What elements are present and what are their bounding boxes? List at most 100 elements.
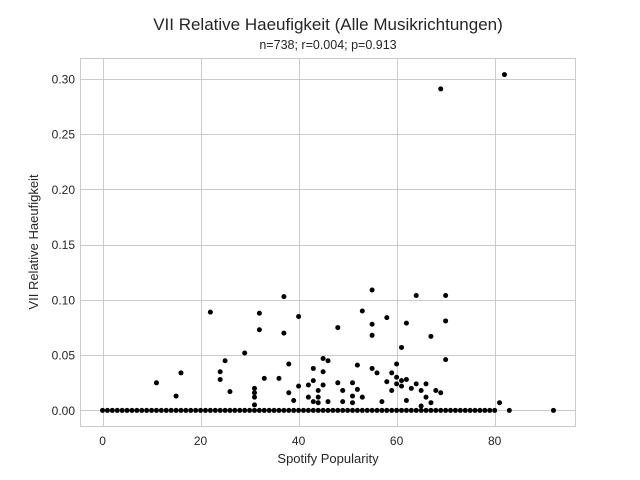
data-point <box>399 344 405 350</box>
data-point <box>330 407 336 413</box>
data-point <box>296 407 302 413</box>
data-point <box>403 397 409 403</box>
data-point <box>217 407 223 413</box>
data-point <box>256 310 262 316</box>
data-point <box>423 407 429 413</box>
data-points <box>100 72 556 413</box>
chart-subtitle: n=738; r=0.004; p=0.913 <box>259 38 396 52</box>
x-tick-label: 40 <box>292 434 306 448</box>
data-point <box>428 407 434 413</box>
data-point <box>320 407 326 413</box>
data-point <box>261 375 267 381</box>
data-point <box>325 358 331 364</box>
data-point <box>335 325 341 331</box>
data-point <box>487 407 493 413</box>
y-tick-label: 0.25 <box>52 128 76 142</box>
data-point <box>291 407 297 413</box>
data-point <box>315 394 321 400</box>
data-point <box>467 407 473 413</box>
data-point <box>350 380 356 386</box>
data-point <box>266 407 272 413</box>
data-point <box>286 407 292 413</box>
data-point <box>178 407 184 413</box>
data-point <box>193 407 199 413</box>
data-point <box>276 407 282 413</box>
data-point <box>364 407 370 413</box>
data-point <box>354 407 360 413</box>
data-point <box>418 403 424 409</box>
data-point <box>281 330 287 336</box>
data-point <box>359 407 365 413</box>
data-point <box>369 287 375 293</box>
data-point <box>384 315 390 321</box>
data-point <box>448 407 454 413</box>
data-point <box>291 397 297 403</box>
data-point <box>497 400 503 406</box>
data-point <box>100 407 106 413</box>
data-point <box>506 407 512 413</box>
data-point <box>345 407 351 413</box>
data-point <box>320 382 326 388</box>
data-point <box>457 407 463 413</box>
data-point <box>379 399 385 405</box>
data-point <box>403 376 409 382</box>
data-point <box>300 407 306 413</box>
data-point <box>340 407 346 413</box>
data-point <box>359 394 365 400</box>
data-point <box>418 388 424 394</box>
data-point <box>340 388 346 394</box>
data-point <box>183 407 189 413</box>
data-point <box>413 407 419 413</box>
data-point <box>472 407 478 413</box>
data-point <box>286 390 292 396</box>
data-point <box>350 393 356 399</box>
data-point <box>413 293 419 299</box>
data-point <box>369 407 375 413</box>
data-point <box>369 321 375 327</box>
data-point <box>354 362 360 368</box>
data-point <box>144 407 150 413</box>
data-point <box>242 407 248 413</box>
data-point <box>261 407 267 413</box>
data-point <box>428 400 434 406</box>
y-tick-label: 0.20 <box>52 183 76 197</box>
data-point <box>384 407 390 413</box>
data-point <box>389 407 395 413</box>
data-point <box>384 379 390 385</box>
data-point <box>394 361 400 367</box>
data-point <box>423 394 429 400</box>
data-point <box>443 293 449 299</box>
data-point <box>408 407 414 413</box>
data-point <box>462 407 468 413</box>
y-tick-label: 0.30 <box>52 72 76 86</box>
data-point <box>276 375 282 381</box>
data-point <box>335 380 341 386</box>
data-point <box>217 376 223 382</box>
data-point <box>296 314 302 320</box>
data-point <box>438 86 444 92</box>
data-point <box>325 399 331 405</box>
data-point <box>251 402 257 408</box>
data-point <box>350 400 356 406</box>
data-point <box>408 385 414 391</box>
data-point <box>389 388 395 394</box>
data-point <box>305 394 311 400</box>
data-point <box>320 356 326 362</box>
y-tick-label: 0.10 <box>52 293 76 307</box>
data-point <box>153 407 159 413</box>
data-point <box>394 407 400 413</box>
data-point <box>119 407 125 413</box>
data-point <box>399 383 405 389</box>
data-point <box>550 407 556 413</box>
data-point <box>251 407 257 413</box>
data-point <box>403 320 409 326</box>
data-point <box>443 407 449 413</box>
data-point <box>188 407 194 413</box>
data-point <box>335 407 341 413</box>
data-point <box>399 407 405 413</box>
data-point <box>198 407 204 413</box>
data-point <box>320 369 326 375</box>
data-point <box>222 407 228 413</box>
data-point <box>452 407 458 413</box>
